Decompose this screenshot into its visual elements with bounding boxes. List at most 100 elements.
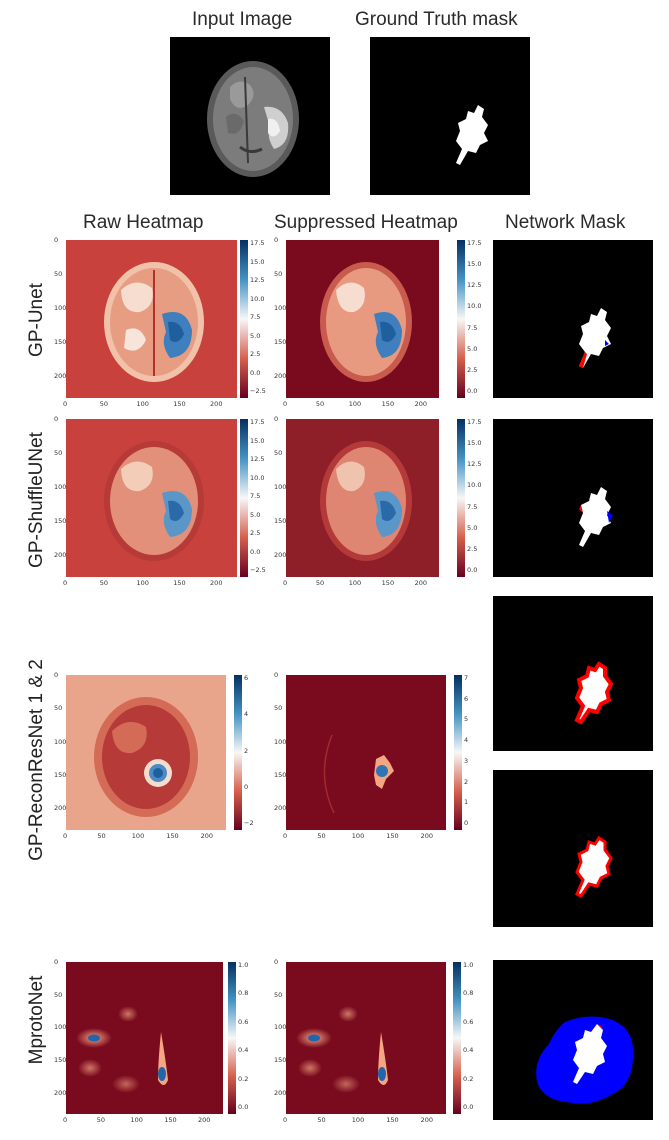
gp-unet-raw-ytick: 0 [54,236,59,244]
gp-shuffle-sup-cbar-tick: 7.5 [467,502,478,511]
gp-unet-raw-heatmap [66,240,237,398]
recon-raw-ytick: 100 [54,737,67,746]
mproto-raw-xtick: 0 [63,1116,68,1124]
gp-shuffle-sup-xtick: 0 [283,579,288,587]
gp-unet-sup-ytick: 0 [274,236,279,244]
gp-shuffle-raw-xtick: 150 [173,579,186,587]
gp-unet-sup-ytick: 100 [274,303,287,312]
mproto-sup-ytick: 0 [274,958,279,966]
recon-sup-xtick: 100 [351,832,365,840]
gp-reconresnet-suppressed-heatmap [286,675,446,830]
gp-shuffle-sup-cbar-tick: 0.0 [467,566,478,574]
recon-sup-cbar-tick: 5 [464,715,469,724]
mproto-raw-ytick: 0 [54,958,59,966]
mproto-raw-xtick: 150 [164,1116,177,1124]
mproto-sup-xtick: 50 [317,1116,326,1124]
gp-unet-sup-xtick: 150 [381,400,395,408]
input-mri-image [170,37,330,195]
gp-shuffle-raw-ytick: 150 [54,516,67,525]
gp-unet-raw-cbar-tick: 5.0 [250,331,261,340]
recon-sup-xtick: 150 [386,832,399,840]
mproto-sup-cbar-tick: 0.0 [463,1103,474,1111]
recon-sup-xtick: 200 [420,832,434,840]
gp-unet-raw-cbar-tick: 15.0 [250,257,265,266]
gp-unet-raw-ytick: 150 [54,337,67,346]
mprotonet-raw-heatmap [66,962,223,1114]
gp-unet-raw-xtick: 200 [210,400,223,408]
gp-unet-sup-cbar-tick: 0.0 [467,387,478,395]
gp-unet-network-mask [493,240,653,398]
gp-shuffle-raw-cbar-tick: 15.0 [250,436,265,445]
mproto-raw-cbar-tick: 0.2 [238,1074,249,1083]
mproto-sup-ytick: 50 [274,990,283,999]
gp-unet-raw-cbar-tick: 0.0 [250,368,261,377]
gp-unet-raw-xtick: 50 [99,400,109,408]
mproto-raw-xtick: 50 [96,1116,106,1124]
gp-reconresnet-suppressed-colorbar [454,675,462,830]
mproto-sup-xtick: 150 [386,1116,399,1124]
recon-sup-cbar-tick: 0 [464,819,469,827]
recon-raw-cbar-tick: 6 [244,674,249,682]
network-mask-header: Network Mask [505,212,626,233]
gp-unet-sup-xtick: 0 [283,400,288,408]
gp-shuffle-raw-cbar-tick: 5.0 [250,510,261,519]
mproto-sup-xtick: 100 [351,1116,365,1124]
gp-reconresnet-raw-heatmap [66,675,226,830]
raw-heatmap-header: Raw Heatmap [83,212,204,233]
row-label-gp-shuffleunet: GP-ShuffleUNet [26,432,47,568]
recon-sup-ytick: 150 [274,770,287,779]
gp-unet-suppressed-heatmap [286,240,439,398]
mproto-raw-cbar-tick: 1.0 [238,961,249,969]
gp-unet-raw-cbar-tick: 17.5 [250,239,265,247]
gp-unet-sup-ytick: 50 [274,269,283,278]
mproto-sup-ytick: 150 [274,1056,287,1065]
recon-raw-cbar-tick: 2 [244,746,249,755]
gp-unet-raw-cbar-tick: 2.5 [250,350,261,358]
gp-shuffle-raw-cbar-tick: −2.5 [250,566,266,574]
row-label-gp-unet: GP-Unet [26,283,47,357]
mproto-raw-ytick: 150 [54,1056,67,1065]
recon-raw-xtick: 200 [200,832,214,840]
gp-shuffle-sup-xtick: 150 [381,579,395,587]
gp-unet-sup-xtick: 200 [414,400,427,408]
mproto-sup-cbar-tick: 1.0 [463,961,474,969]
gp-shuffle-raw-xtick: 200 [210,579,223,587]
gp-shuffle-sup-cbar-tick: 10.0 [467,481,482,490]
gp-unet-raw-ytick: 200 [54,371,67,380]
gp-shuffle-sup-cbar-tick: 17.5 [467,418,482,426]
mproto-raw-xtick: 100 [130,1116,143,1124]
gp-unet-sup-ytick: 200 [274,371,287,380]
gp-shuffle-raw-cbar-tick: 2.5 [250,529,261,537]
gp-unet-sup-ytick: 150 [274,337,287,346]
gp-shuffle-sup-xtick: 100 [348,579,362,587]
recon-raw-cbar-tick: 4 [244,710,249,719]
gp-unet-raw-cbar-tick: 10.0 [250,294,265,303]
mproto-sup-cbar-tick: 0.6 [463,1017,474,1026]
gp-unet-raw-xtick: 0 [63,400,68,408]
recon-sup-ytick: 50 [274,704,283,713]
mprotonet-network-mask [493,960,653,1120]
mproto-sup-cbar-tick: 0.2 [463,1074,474,1083]
mprotonet-raw-colorbar [228,962,236,1114]
gp-shuffle-sup-cbar-tick: 15.0 [467,439,482,448]
recon-sup-cbar-tick: 7 [464,674,469,682]
input-image-title: Input Image [192,9,293,30]
mproto-raw-cbar-tick: 0.8 [238,989,249,998]
suppressed-heatmap-header: Suppressed Heatmap [274,212,458,233]
gp-shuffle-raw-cbar-tick: 17.5 [250,418,265,426]
ground-truth-title: Ground Truth mask [355,9,518,30]
gp-shuffle-raw-ytick: 50 [54,448,63,457]
row-label-gp-reconresnet: GP-ReconResNet 1 & 2 [26,659,47,861]
gp-unet-raw-cbar-tick: 12.5 [250,276,265,284]
recon-raw-ytick: 0 [54,671,59,679]
gp-unet-sup-cbar-tick: 2.5 [467,365,478,374]
mproto-raw-cbar-tick: 0.0 [238,1103,249,1111]
recon-sup-xtick: 0 [283,832,288,840]
gp-unet-sup-cbar-tick: 10.0 [467,302,482,311]
gp-unet-sup-xtick: 100 [348,400,362,408]
gp-unet-sup-cbar-tick: 7.5 [467,323,478,332]
mprotonet-suppressed-colorbar [453,962,461,1114]
recon-sup-ytick: 100 [274,737,287,746]
gp-unet-suppressed-colorbar [457,240,465,398]
gp-unet-sup-xtick: 50 [315,400,325,408]
